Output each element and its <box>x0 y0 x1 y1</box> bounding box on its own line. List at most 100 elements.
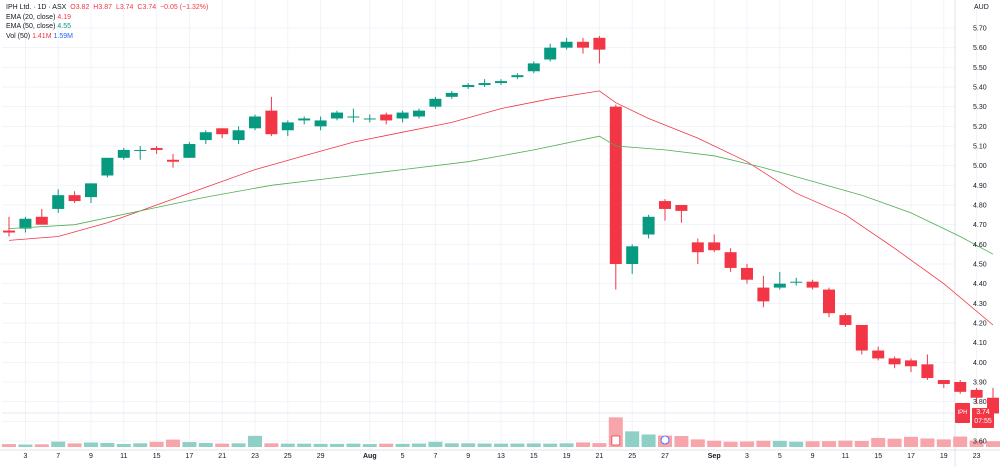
time-tick-label: 3 <box>23 453 27 460</box>
volume-bar <box>592 443 607 447</box>
time-tick-label: Sep <box>708 453 721 460</box>
candle-body <box>3 230 15 233</box>
candle-body <box>429 98 442 107</box>
dividend-marker <box>660 435 670 445</box>
price-tick-label: 4.50 <box>973 262 987 269</box>
candle-body <box>249 116 261 129</box>
candlesticks <box>3 35 999 414</box>
legend-volume-row[interactable]: Vol (50) 1.41M 1.59M <box>6 32 208 42</box>
price-tick-label: 3.80 <box>973 399 987 406</box>
volume-bar <box>477 443 492 447</box>
price-tick-label: 4.30 <box>973 301 987 308</box>
time-tick-label: 19 <box>940 453 948 460</box>
volume-bar <box>871 437 886 447</box>
price-tick-label: 4.90 <box>973 183 987 190</box>
time-tick-label: 27 <box>661 453 669 460</box>
candle-body <box>314 120 327 127</box>
volume-bar <box>264 443 279 447</box>
volume-bar <box>707 440 722 447</box>
volume-bar <box>313 443 328 447</box>
volume-bar <box>986 441 1000 447</box>
volume-bar <box>838 440 853 447</box>
countdown-timer: 07:55 <box>974 418 992 426</box>
candle-body <box>85 183 97 198</box>
time-tick-label: 21 <box>218 453 226 460</box>
price-tick-label: 4.60 <box>973 242 987 249</box>
volume-bar <box>461 443 476 447</box>
volume-bar <box>953 436 968 447</box>
candle-body <box>970 389 983 398</box>
dividend-marker-circle <box>660 435 670 445</box>
time-tick-label: 9 <box>811 453 815 460</box>
candle-body <box>19 218 32 229</box>
candle-body <box>347 116 360 118</box>
time-tick-label: 7 <box>56 453 60 460</box>
price-tick-label: 3.90 <box>973 380 987 387</box>
earnings-marker <box>611 435 621 446</box>
time-tick-label: 17 <box>186 453 194 460</box>
volume-bar <box>756 440 771 447</box>
volume-bar <box>362 444 377 447</box>
legend-ema50-row[interactable]: EMA (50, close) 4.55 <box>6 22 208 32</box>
candle-body <box>888 358 901 365</box>
candle-body <box>478 83 491 86</box>
price-tick-label: 5.60 <box>973 45 987 52</box>
candle-body <box>757 287 770 302</box>
time-axis[interactable]: 3 7 9 11 15 17 21 23 25 29 Aug 5 7 9 13 15 19 21 25 27 Sep 3 5… <box>23 435 981 460</box>
price-tick-label: 4.70 <box>973 222 987 229</box>
volume-bar <box>805 441 820 447</box>
volume-bar <box>297 443 312 447</box>
ema20-line <box>8 90 994 326</box>
candle-body <box>462 85 475 87</box>
volume-bar <box>84 442 98 447</box>
volume-value-1: 1.41M <box>32 32 52 40</box>
volume-bar <box>330 443 344 447</box>
volume-bar <box>969 440 984 447</box>
volume-bar <box>887 438 902 447</box>
price-tick-label: 4.10 <box>973 340 987 347</box>
time-tick-label: 15 <box>153 453 161 460</box>
currency-label[interactable]: AUD <box>974 4 989 11</box>
price-tick-label: 4.40 <box>973 281 987 288</box>
candle-body <box>52 195 65 209</box>
candle-body <box>708 242 721 251</box>
candle-body <box>68 195 81 202</box>
candle-body <box>413 110 425 117</box>
candle-body <box>527 63 540 72</box>
volume-bar <box>166 439 180 447</box>
candle-body <box>954 382 967 392</box>
ohlc-change: −0.05 (−1.32%) <box>160 4 209 11</box>
price-tick-label: 5.20 <box>973 124 987 131</box>
candle-body <box>905 360 917 367</box>
candle-body <box>134 149 147 151</box>
candle-body <box>199 132 212 141</box>
volume-value-2: 1.59M <box>53 32 73 40</box>
candle-body <box>773 283 786 288</box>
candle-body <box>298 118 311 121</box>
price-tick-label: 5.50 <box>973 65 987 72</box>
volume-bar <box>854 440 869 447</box>
ohlc-low: L3.74 <box>115 4 134 11</box>
time-tick-label: 29 <box>317 453 325 460</box>
volume-bars <box>2 417 1000 447</box>
volume-bar <box>51 441 66 447</box>
candle-body <box>937 380 950 384</box>
candle-body <box>117 149 130 158</box>
candle-body <box>380 114 393 121</box>
volume-bar <box>920 438 935 447</box>
time-tick-label: 17 <box>907 453 915 460</box>
legend-ema20-row[interactable]: EMA (20, close) 4.19 <box>6 13 208 23</box>
volume-bar <box>494 443 508 447</box>
candle-body <box>675 205 688 211</box>
time-tick-label: 5 <box>778 453 782 460</box>
ema50-line <box>8 135 994 255</box>
time-tick-label: 5 <box>401 453 405 460</box>
volume-bar <box>789 441 804 447</box>
volume-bar <box>723 441 738 447</box>
symbol-title[interactable]: IPH Ltd. · 1D · ASX <box>6 4 67 11</box>
volume-bar <box>395 443 410 447</box>
price-axis[interactable]: 5.70 5.60 5.50 5.40 5.30 5.20 5.10 5.00 4.90 4.80… <box>973 26 987 446</box>
volume-bar <box>526 443 541 447</box>
